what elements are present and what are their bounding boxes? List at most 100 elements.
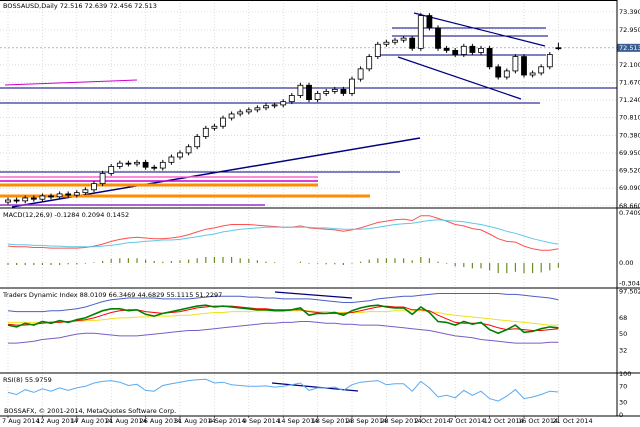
x-tick-label: 31 Aug 2014: [174, 417, 216, 425]
y-tick-label: 50: [619, 330, 627, 338]
candle-body: [91, 183, 97, 191]
candle-body: [30, 197, 37, 200]
candle-body: [349, 78, 355, 94]
indicator-line: [7, 378, 559, 402]
y-tick-label: 0.7409: [619, 209, 640, 217]
candle-body: [306, 84, 312, 101]
x-tick-label: 21 Oct 2014: [552, 417, 592, 425]
candle-body: [211, 125, 218, 129]
candle-body: [323, 91, 330, 94]
pane-title: MACD(12,26,9) -0.1284 0.2094 0.1452: [3, 211, 129, 219]
candle-body: [340, 88, 347, 94]
candle-body: [271, 104, 278, 107]
y-tick-label: 72.100: [619, 61, 640, 69]
x-tick-label: 7 Aug 2014: [2, 417, 40, 425]
candle-body: [237, 111, 244, 115]
indicator-line: [7, 219, 559, 248]
channel-line: [413, 12, 546, 47]
y-tick-label: 69.950: [619, 149, 640, 157]
candle-body: [194, 136, 201, 148]
y-tick-label: 69.520: [619, 167, 640, 175]
y-tick-label: 69.090: [619, 184, 640, 192]
y-tick-label: 0: [619, 411, 623, 419]
candle-body: [452, 50, 459, 55]
candle-body: [435, 27, 441, 49]
y-tick-label: 32: [619, 346, 627, 354]
current-price-label: 72.513: [619, 44, 640, 52]
candle-body: [82, 189, 89, 194]
y-tick-label: 0.00: [619, 259, 633, 267]
y-tick-label: 100: [619, 370, 631, 378]
candle-body: [297, 84, 304, 96]
indicator-line: [7, 305, 559, 331]
candle-body: [495, 66, 502, 78]
candle-body: [486, 47, 493, 68]
y-tick-label: 97.5028: [619, 287, 640, 295]
mark-layer: [5, 13, 562, 402]
candle-body: [469, 45, 476, 53]
candle-body: [331, 88, 338, 92]
pane-title: RSI(8) 55.9759: [3, 376, 52, 384]
x-tick-label: 14 Sep 2014: [277, 417, 318, 425]
x-tick-label: 21 Aug 2014: [105, 417, 147, 425]
drawn-objects: [0, 12, 617, 392]
candle-body: [366, 56, 373, 70]
candle-body: [555, 47, 562, 50]
candle-body: [374, 43, 381, 57]
candle-body: [245, 109, 252, 113]
candle-body: [159, 161, 166, 169]
candle-body: [512, 56, 519, 72]
y-tick-label: 70: [619, 382, 627, 390]
candle-body: [202, 127, 209, 137]
x-tick-label: 17 Aug 2014: [71, 417, 113, 425]
candle-body: [228, 113, 235, 119]
candle-body: [142, 161, 149, 168]
indicator-line: [7, 293, 559, 313]
candle-body: [254, 107, 261, 111]
x-tick-label: 12 Aug 2014: [36, 417, 78, 425]
x-tick-label: 4 Sep 2014: [208, 417, 245, 425]
candle-body: [503, 70, 510, 78]
candle-body: [13, 199, 20, 202]
candle-body: [288, 95, 295, 103]
candle-body: [185, 146, 192, 154]
price-axis: [617, 0, 640, 427]
candle-body: [177, 152, 183, 158]
candle-body: [39, 195, 46, 200]
candle-body: [151, 166, 158, 169]
x-tick-label: 12 Oct 2014: [484, 417, 524, 425]
x-tick-label: 16 Oct 2014: [518, 417, 558, 425]
candle-body: [529, 72, 536, 76]
x-tick-label: 26 Aug 2014: [140, 417, 182, 425]
y-tick-label: 71.670: [619, 78, 640, 86]
y-tick-label: 73.390: [619, 8, 640, 16]
y-tick-label: 72.950: [619, 26, 640, 34]
candle-body: [22, 197, 29, 202]
x-tick-label: 28 Sep 2014: [380, 417, 421, 425]
candle-body: [538, 66, 545, 74]
candle-body: [460, 45, 467, 55]
pane-title: BOSSAUSD,Daily 72.516 72.639 72.456 72.5…: [3, 2, 157, 10]
x-tick-label: 18 Sep 2014: [312, 417, 353, 425]
candle-body: [280, 101, 287, 106]
candle-body: [443, 47, 450, 51]
candle-body: [220, 117, 226, 127]
candle-body: [48, 195, 54, 198]
y-tick-label: 68.660: [619, 202, 640, 210]
indicator-line: [8, 321, 559, 344]
candle-body: [314, 93, 321, 101]
candle-body: [392, 39, 398, 43]
candle-body: [400, 37, 407, 41]
x-tick-label: 23 Sep 2014: [346, 417, 387, 425]
candle-body: [65, 193, 72, 196]
pane-title: Traders Dynamic Index 88.0109 66.3469 44…: [2, 291, 222, 299]
candle-body: [125, 162, 132, 165]
y-tick-label: 71.240: [619, 96, 640, 104]
candle-body: [383, 41, 390, 45]
candle-body: [134, 161, 140, 165]
candle-body: [409, 37, 416, 49]
